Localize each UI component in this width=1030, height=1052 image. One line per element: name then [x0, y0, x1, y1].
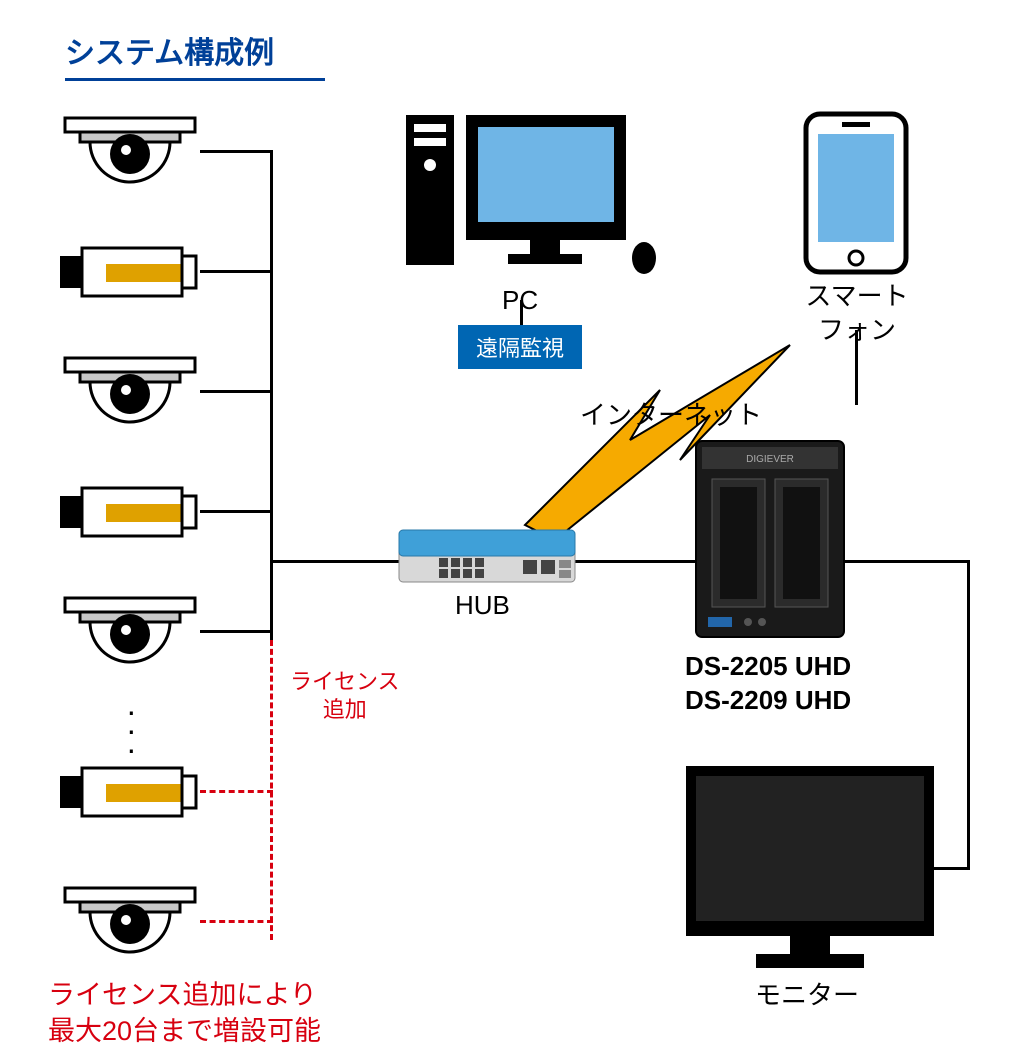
bus-to-hub	[273, 560, 403, 563]
pc-icon	[400, 110, 660, 280]
stub-3	[200, 390, 273, 393]
stub-1	[200, 150, 273, 153]
product-label: DS-2205 UHDDS-2209 UHD	[685, 650, 851, 718]
nvr-icon: DIGIEVER	[690, 435, 850, 645]
ellipsis-icon: ···	[126, 702, 137, 760]
nvr-right	[840, 560, 970, 563]
stub-7	[200, 920, 273, 923]
internet-label: インターネット	[580, 395, 762, 432]
stub-5	[200, 630, 273, 633]
svg-text:DIGIEVER: DIGIEVER	[746, 454, 794, 465]
pc-label: PC	[502, 285, 538, 316]
remote-badge: 遠隔監視	[458, 325, 582, 369]
smartphone-label: スマートフォン	[792, 280, 922, 348]
stub-4	[200, 510, 273, 513]
box-camera-icon	[60, 238, 200, 308]
smartphone-icon	[800, 108, 915, 278]
box-camera-icon	[60, 478, 200, 548]
dome-camera-icon	[60, 348, 200, 428]
dome-camera-icon	[60, 878, 200, 958]
license-add-label: ライセンス追加	[290, 668, 400, 723]
dome-camera-icon	[60, 108, 200, 188]
diagram-title: システム構成例	[65, 28, 325, 81]
stub-6	[200, 790, 273, 793]
dome-camera-icon	[60, 588, 200, 668]
hub-icon	[395, 520, 580, 590]
box-camera-icon	[60, 758, 200, 828]
hub-label: HUB	[455, 590, 510, 621]
stub-2	[200, 270, 273, 273]
nvr-down	[967, 560, 970, 870]
monitor-label: モニター	[755, 975, 859, 1012]
bus-line-solid	[270, 150, 273, 640]
monitor-icon	[680, 760, 940, 980]
hub-to-nvr	[570, 560, 700, 563]
system-diagram: システム構成例 ···	[0, 0, 1030, 1052]
footer-note: ライセンス追加により最大20台まで増設可能	[48, 977, 321, 1050]
